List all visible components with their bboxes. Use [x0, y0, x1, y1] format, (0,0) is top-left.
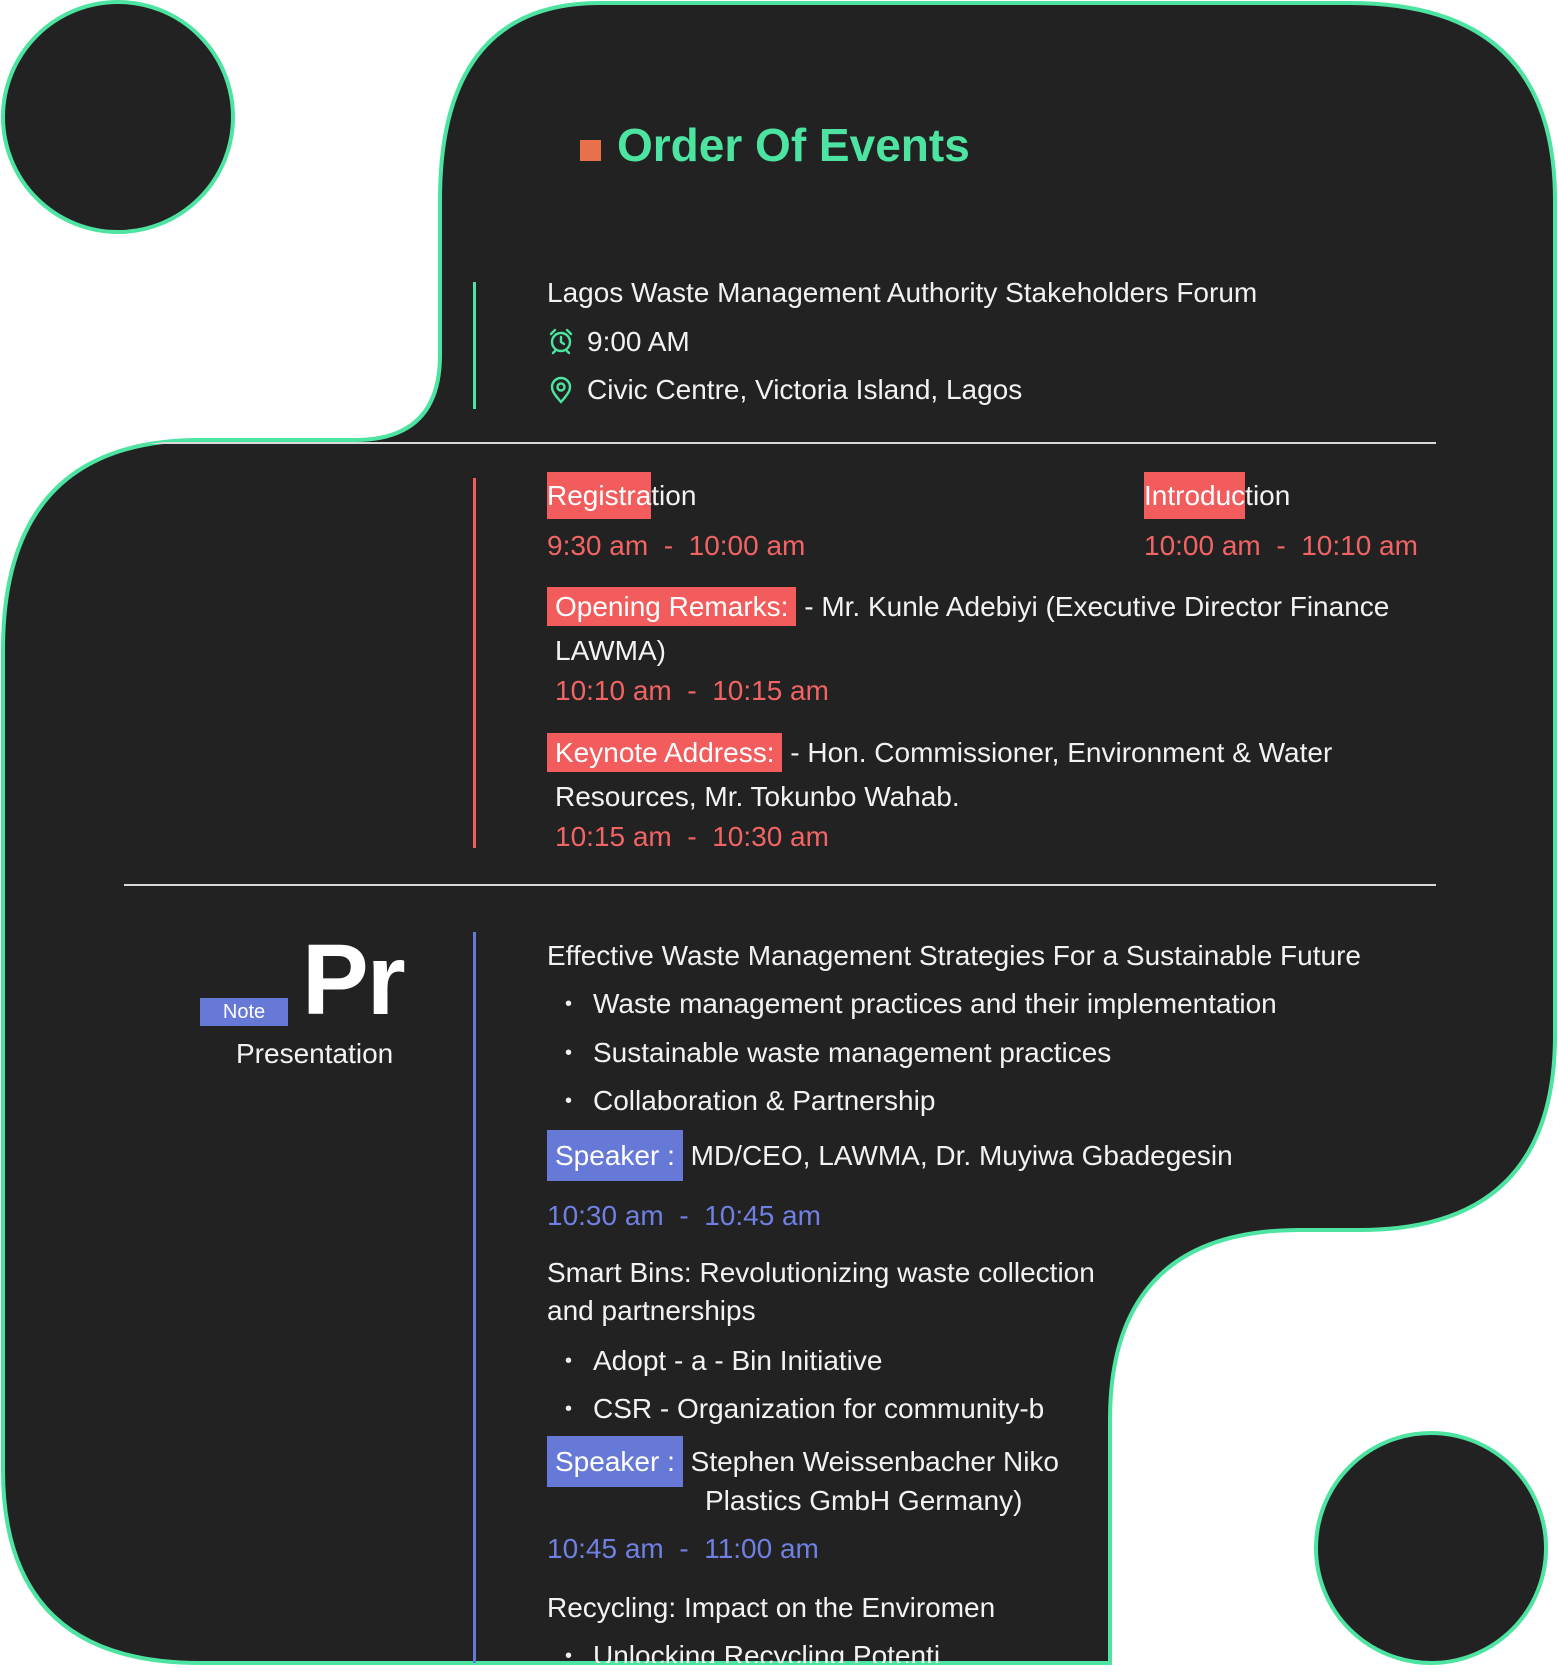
keynote-address-text: - Hon. Commissioner, Environment & Water	[790, 737, 1333, 768]
event-location: Civic Centre, Victoria Island, Lagos	[587, 374, 1023, 405]
item2-speaker: Speaker : Stephen Weissenbacher Niko	[547, 1446, 1059, 1478]
item1-title: Effective Waste Management Strategies Fo…	[547, 940, 1361, 971]
location-pin-icon	[547, 376, 575, 404]
keynote-address-time: 10:15 am - 10:30 am	[555, 821, 829, 852]
keynote-address-label: Keynote Address:	[547, 733, 782, 772]
event-info-bar	[473, 282, 476, 409]
keynote-address: Keynote Address: - Hon. Commissioner, En…	[547, 737, 1332, 769]
opening-remarks-label: Opening Remarks:	[547, 587, 796, 626]
item1-bullet-3: Collaboration & Partnership	[565, 1085, 935, 1117]
presentation-big-letters: Pr	[302, 924, 404, 1036]
introduction-label: Introduction	[1144, 480, 1290, 512]
item1-bullet-1: Waste management practices and their imp…	[565, 988, 1277, 1020]
keynote-address-line2: Resources, Mr. Tokunbo Wahab.	[555, 781, 960, 812]
item2-bullet-1: Adopt - a - Bin Initiative	[565, 1345, 882, 1377]
item2-title-line1: Smart Bins: Revolutionizing waste collec…	[547, 1257, 1095, 1288]
opening-remarks-time: 10:10 am - 10:15 am	[555, 675, 829, 706]
opening-remarks: Opening Remarks: - Mr. Kunle Adebiyi (Ex…	[547, 591, 1389, 623]
presentation-caption: Presentation	[236, 1038, 394, 1069]
item2-speaker-line2: Plastics GmbH Germany)	[705, 1485, 1023, 1516]
presentation-bar	[473, 932, 476, 1672]
opening-remarks-text: - Mr. Kunle Adebiyi (Executive Director …	[804, 591, 1390, 622]
item2-speaker-name: Stephen Weissenbacher Niko	[690, 1446, 1060, 1477]
note-badge: Note	[200, 998, 288, 1026]
decorative-circle-top-left	[1, 0, 235, 234]
item1-speaker: Speaker : MD/CEO, LAWMA, Dr. Muyiwa Gbad…	[547, 1140, 1233, 1172]
item3-bullet-1: Unlocking Recycling Potenti	[565, 1640, 940, 1672]
item2-title-line2: and partnerships	[547, 1295, 756, 1326]
opening-remarks-line2: LAWMA)	[555, 635, 666, 666]
item3-title: Recycling: Impact on the Enviromen	[547, 1592, 996, 1623]
item1-speaker-name: MD/CEO, LAWMA, Dr. Muyiwa Gbadegesin	[690, 1140, 1233, 1171]
event-name: Lagos Waste Management Authority Stakeho…	[547, 277, 1258, 308]
divider-1	[124, 442, 1436, 444]
item1-speaker-label: Speaker :	[547, 1130, 683, 1181]
registration-time: 9:30 am - 10:00 am	[547, 530, 806, 561]
title-accent-square	[580, 140, 601, 161]
opening-bar	[473, 478, 476, 848]
item1-time: 10:30 am - 10:45 am	[547, 1200, 821, 1231]
decorative-circle-bottom-right	[1314, 1431, 1548, 1665]
item1-bullet-2: Sustainable waste management practices	[565, 1037, 1111, 1069]
introduction-time: 10:00 am - 10:10 am	[1144, 530, 1418, 561]
alarm-clock-icon	[547, 327, 575, 355]
registration-label: Registration	[547, 480, 696, 512]
item2-time: 10:45 am - 11:00 am	[547, 1533, 819, 1564]
item2-bullet-2: CSR - Organization for community-b	[565, 1393, 1044, 1425]
event-time: 9:00 AM	[587, 326, 690, 357]
page-title: Order Of Events	[617, 119, 970, 171]
item2-speaker-label: Speaker :	[547, 1436, 683, 1487]
divider-2	[124, 884, 1436, 886]
